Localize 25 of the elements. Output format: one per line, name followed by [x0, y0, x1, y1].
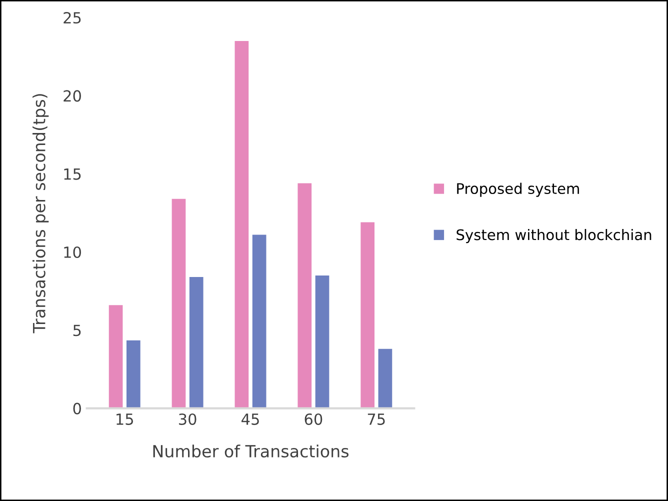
bar: [360, 222, 375, 408]
x-axis-title: Number of Transactions: [153, 444, 349, 458]
bar: [252, 234, 266, 408]
y-tick-label: 0: [73, 402, 81, 414]
x-tick-label: 15: [116, 414, 133, 425]
bar: [189, 277, 204, 408]
x-tick-label: 60: [304, 413, 322, 425]
y-tick-label: 15: [64, 168, 81, 180]
y-tick-label: 20: [64, 90, 81, 102]
bar: [108, 305, 123, 408]
y-axis-title: Transactions per second(tps): [32, 94, 49, 334]
bar: [298, 183, 312, 408]
bar: [378, 348, 392, 408]
x-tick-label: 75: [368, 414, 385, 425]
x-tick-label: 30: [179, 413, 196, 425]
y-tick-label: 5: [73, 324, 81, 336]
legend-label: Proposed system: [457, 182, 579, 197]
y-tick-label: 10: [64, 246, 81, 258]
x-tick-label: 45: [242, 414, 259, 425]
bar: [126, 340, 140, 408]
legend-label: System without blockchian: [456, 228, 652, 244]
bar: [172, 198, 186, 408]
bar: [234, 40, 249, 408]
y-tick-label: 25: [64, 12, 81, 24]
bar: [315, 275, 330, 408]
